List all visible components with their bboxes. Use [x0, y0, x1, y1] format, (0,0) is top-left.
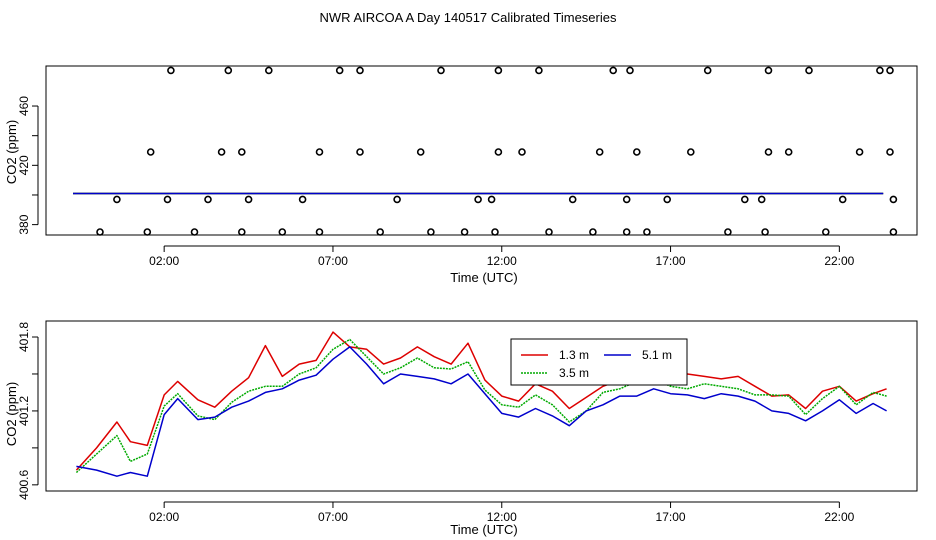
main-title: NWR AIRCOA A Day 140517 Calibrated Times…	[320, 10, 617, 25]
calibration-point	[545, 228, 553, 236]
calibration-point	[238, 228, 246, 236]
calibration-point	[494, 148, 503, 156]
top-x-tick-label: 17:00	[656, 254, 686, 268]
calibration-point	[663, 195, 672, 204]
calibration-point	[437, 66, 445, 75]
calibration-point	[335, 66, 344, 75]
bottom-x-tick-label: 22:00	[824, 510, 854, 524]
legend-label: 3.5 m	[559, 366, 589, 380]
calibration-point	[568, 195, 577, 204]
series-line-13m	[75, 331, 887, 471]
x-axis-title-top: Time (UTC)	[450, 270, 517, 285]
bottom-y-tick-label: 401.2	[17, 396, 31, 426]
calibration-point	[238, 148, 246, 156]
calibration-point	[686, 148, 695, 156]
bottom-x-tick-label: 07:00	[318, 510, 348, 524]
calibration-point	[491, 228, 499, 236]
calibration-point	[886, 66, 894, 75]
calibration-point	[889, 228, 898, 236]
legend-label: 1.3 m	[559, 348, 589, 362]
legend-label: 5.1 m	[642, 348, 672, 362]
calibration-point	[609, 66, 618, 75]
calibration-point	[764, 148, 773, 156]
calibration-point	[393, 195, 401, 204]
calibration-point	[474, 195, 482, 204]
calibration-point	[784, 148, 793, 156]
calibration-point	[460, 228, 469, 236]
calibration-point	[626, 66, 634, 75]
calibration-point	[632, 148, 641, 156]
series-line-35m	[75, 338, 887, 474]
calibration-point	[190, 228, 199, 236]
calibration-point	[703, 66, 712, 75]
bottom-y-tick-label: 401.8	[17, 322, 31, 352]
calibration-point	[757, 195, 766, 204]
x-axis-title-bottom: Time (UTC)	[450, 522, 517, 537]
calibration-point	[487, 195, 496, 204]
series-line-51m	[76, 346, 887, 477]
calibration-point	[113, 195, 121, 204]
legend-box	[510, 338, 688, 386]
calibration-point	[821, 228, 830, 236]
calibration-plot: 02:00 07:00 12:00 17:00 22:00 380 420 460 Time…	[4, 65, 918, 285]
calibration-point	[518, 148, 526, 156]
calibration-point	[622, 228, 631, 236]
top-x-tick-label: 12:00	[487, 254, 517, 268]
calibration-point	[143, 228, 152, 236]
calibration-point	[244, 195, 253, 204]
y-axis-title-bottom: CO2 (ppm)	[4, 382, 19, 446]
calibration-point	[315, 148, 324, 156]
calibration-point	[204, 195, 212, 204]
calibration-point	[278, 228, 287, 236]
calibration-point	[855, 148, 864, 156]
plot-frame-bottom	[45, 320, 918, 492]
calibration-point	[805, 66, 813, 75]
top-x-tick-label: 07:00	[318, 254, 348, 268]
calibration-point	[315, 228, 324, 236]
top-x-tick-label: 02:00	[149, 254, 179, 268]
bottom-x-tick-label: 02:00	[149, 510, 179, 524]
calibration-point	[494, 66, 503, 75]
calibration-point	[876, 66, 884, 75]
calibration-point	[376, 228, 385, 236]
top-y-tick-label: 420	[17, 155, 31, 175]
calibration-point	[298, 195, 307, 204]
top-x-tick-label: 22:00	[824, 254, 854, 268]
y-axis-title-top: CO2 (ppm)	[4, 120, 19, 184]
calibration-point	[224, 66, 233, 75]
calibration-point	[167, 66, 175, 75]
calibration-point	[356, 148, 364, 156]
calibration-point	[622, 195, 631, 204]
top-y-tick-label: 380	[17, 214, 31, 234]
top-y-tick-label: 460	[17, 96, 31, 116]
legend: 1.3 m 5.1 m 3.5 m	[510, 338, 688, 386]
calibration-point	[217, 148, 226, 156]
calibration-point	[886, 148, 894, 156]
calibration-point	[889, 195, 898, 204]
calibration-point	[761, 228, 769, 236]
calibration-point	[589, 228, 597, 236]
calibration-point	[724, 228, 732, 236]
calibration-point	[416, 148, 425, 156]
calibration-point	[427, 228, 435, 236]
calibration-point	[838, 195, 847, 204]
calibration-point	[356, 66, 364, 75]
calibration-point	[96, 228, 104, 236]
timeseries-plot: 02:00 07:00 12:00 17:00 22:00 400.6 401.2 401.…	[4, 320, 918, 537]
bottom-x-tick-label: 17:00	[656, 510, 686, 524]
bottom-y-tick-label: 400.6	[17, 470, 31, 500]
calibration-point	[764, 66, 773, 75]
calibration-point	[163, 195, 172, 204]
calibration-point	[643, 228, 651, 236]
calibration-point	[535, 66, 543, 75]
calibration-point	[264, 66, 273, 75]
bottom-x-tick-label: 12:00	[487, 510, 517, 524]
calibration-point	[146, 148, 155, 156]
plot-frame-top	[45, 65, 918, 236]
calibration-point	[595, 148, 604, 156]
calibration-point	[740, 195, 749, 204]
